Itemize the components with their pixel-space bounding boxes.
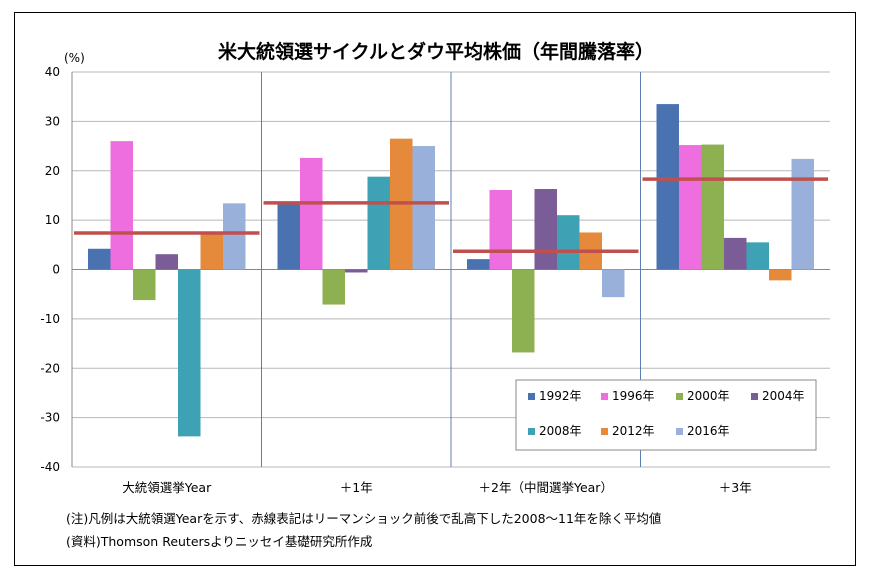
category-label: ＋3年 <box>719 480 752 495</box>
y-axis-unit: (%) <box>64 51 85 65</box>
y-tick-label: 40 <box>45 65 60 79</box>
bar <box>679 145 702 270</box>
category-labels: 大統領選挙Year ＋1年 ＋2年（中間選挙Year） ＋3年 <box>122 480 751 495</box>
bar <box>701 144 724 270</box>
y-tick-label: 30 <box>45 114 60 128</box>
bar <box>534 189 557 270</box>
y-tick-labels: 40 30 20 10 0 -10 -20 -30 -40 <box>40 65 60 474</box>
chart-frame <box>14 12 856 566</box>
bar <box>345 269 368 273</box>
category-label: 大統領選挙Year <box>122 480 212 495</box>
bar <box>88 248 111 270</box>
bar <box>110 141 133 270</box>
bar <box>155 254 178 270</box>
legend-label: 1996年 <box>612 389 655 403</box>
bar <box>300 157 323 270</box>
bar <box>200 233 223 270</box>
y-tick-label: 20 <box>45 164 60 178</box>
legend-label: 2016年 <box>687 424 730 438</box>
bar <box>178 269 201 437</box>
category-label: ＋2年（中間選挙Year） <box>479 480 613 495</box>
source-note: (資料)Thomson Reutersよりニッセイ基礎研究所作成 <box>66 534 372 549</box>
bar <box>746 242 769 270</box>
y-tick-label: -20 <box>40 361 60 375</box>
chart-title: 米大統領選サイクルとダウ平均株価（年間騰落率） <box>218 40 654 63</box>
legend-swatch <box>751 393 758 400</box>
bar <box>223 203 246 270</box>
bar <box>512 269 535 353</box>
legend-swatch <box>528 393 535 400</box>
bar <box>791 158 814 270</box>
y-tick-label: 0 <box>52 263 60 277</box>
legend-box <box>515 379 817 451</box>
bar <box>367 176 390 270</box>
legend-label: 2000年 <box>687 389 730 403</box>
y-tick-label: 10 <box>45 213 60 227</box>
category-label: ＋1年 <box>340 480 373 495</box>
legend-label: 1992年 <box>539 389 582 403</box>
legend-swatch <box>676 428 683 435</box>
legend-swatch <box>528 428 535 435</box>
legend-label: 2012年 <box>612 424 655 438</box>
bar <box>724 237 747 270</box>
y-tick-label: -40 <box>40 460 60 474</box>
bar <box>602 269 625 298</box>
y-tick-label: -30 <box>40 411 60 425</box>
bar <box>489 190 512 270</box>
legend-label: 2004年 <box>762 389 805 403</box>
legend-swatch <box>601 393 608 400</box>
y-tick-label: -10 <box>40 312 60 326</box>
legend-label: 2008年 <box>539 424 582 438</box>
bars <box>88 104 814 437</box>
bar <box>769 269 792 281</box>
average-lines <box>74 177 828 253</box>
bar <box>557 215 580 270</box>
bar <box>322 269 345 305</box>
legend-swatch <box>676 393 683 400</box>
bar <box>133 269 156 301</box>
bar <box>412 146 435 270</box>
footnote: (注)凡例は大統領選Yearを示す、赤線表記はリーマンショック前後で乱高下した2… <box>66 511 661 526</box>
legend: 1992年 1996年 2000年 2004年 2008年 2012年 2016年 <box>515 379 817 451</box>
legend-swatch <box>601 428 608 435</box>
bar <box>467 259 490 270</box>
bar <box>656 104 679 270</box>
bar <box>277 201 300 270</box>
